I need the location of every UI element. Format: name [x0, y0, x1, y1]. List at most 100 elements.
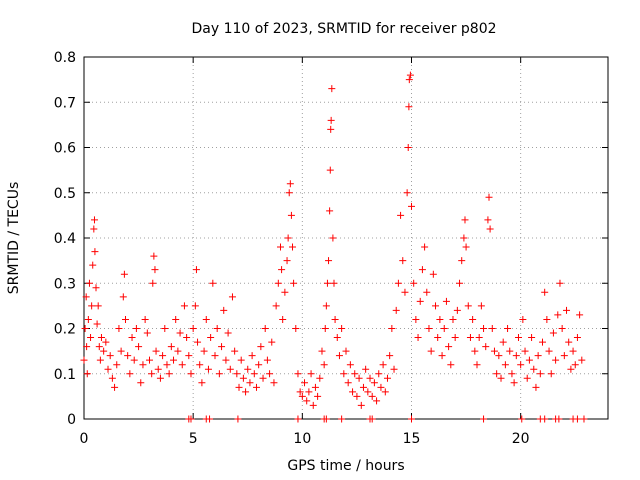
data-point	[342, 347, 350, 355]
data-point	[141, 315, 149, 323]
x-axis-label: GPS time / hours	[287, 458, 404, 474]
data-point	[259, 374, 267, 382]
data-point	[569, 347, 577, 355]
x-tick-label: 20	[512, 431, 530, 447]
data-point	[132, 325, 140, 332]
data-point	[322, 415, 330, 423]
y-tick-label: 0.3	[54, 276, 76, 292]
data-point	[121, 315, 129, 323]
data-point	[438, 352, 446, 360]
data-point	[233, 370, 241, 378]
data-point	[460, 234, 468, 242]
data-point	[541, 288, 549, 296]
data-point	[108, 374, 116, 382]
data-point	[510, 379, 518, 387]
data-point	[471, 347, 479, 355]
data-point	[117, 347, 125, 355]
data-point	[152, 347, 160, 355]
data-point	[178, 361, 186, 369]
data-point	[442, 297, 450, 305]
x-tick-label: 15	[403, 431, 421, 447]
data-point	[301, 379, 309, 387]
data-point	[139, 361, 147, 369]
data-point	[198, 379, 206, 387]
data-point	[150, 252, 158, 260]
data-point	[506, 347, 514, 355]
data-point	[377, 383, 385, 391]
data-point	[453, 306, 461, 314]
data-point	[412, 315, 420, 323]
y-tick-label: 0.7	[54, 95, 76, 111]
data-point	[397, 211, 405, 219]
data-point	[326, 166, 334, 174]
data-point	[379, 361, 387, 369]
data-point	[325, 257, 333, 265]
data-point	[246, 379, 254, 387]
data-point	[231, 347, 239, 355]
data-point	[545, 347, 553, 355]
data-point	[521, 347, 529, 355]
data-point	[207, 334, 215, 342]
data-point	[309, 401, 317, 409]
data-point	[83, 343, 91, 351]
y-tick-label: 0.5	[54, 186, 76, 202]
data-point	[327, 125, 335, 133]
data-point	[220, 306, 228, 314]
data-point	[176, 329, 184, 337]
data-point	[266, 370, 274, 378]
data-point	[191, 302, 199, 310]
data-point	[565, 338, 573, 346]
y-tick-label: 0.1	[54, 367, 76, 383]
data-point	[447, 361, 455, 369]
data-point	[552, 356, 560, 364]
data-point	[92, 284, 100, 292]
data-point	[323, 279, 331, 287]
data-point	[321, 325, 329, 332]
data-point	[94, 302, 102, 310]
data-point	[404, 144, 412, 151]
data-point	[196, 361, 204, 369]
data-point	[130, 356, 138, 364]
data-point	[523, 374, 531, 382]
data-point	[90, 225, 98, 233]
data-point	[477, 302, 485, 310]
data-point	[318, 347, 326, 355]
data-point	[149, 279, 157, 287]
data-point	[534, 352, 542, 360]
data-point	[555, 415, 563, 423]
data-point	[163, 361, 171, 369]
data-point	[340, 370, 348, 378]
y-tick-label: 0.6	[54, 141, 76, 157]
data-point	[159, 352, 167, 360]
data-point	[547, 370, 555, 378]
data-point	[373, 397, 381, 405]
data-point	[335, 352, 343, 360]
data-point	[248, 352, 256, 360]
data-point	[322, 302, 330, 310]
data-point	[480, 325, 488, 332]
y-axis-label: SRMTID / TECUs	[6, 182, 22, 295]
data-point	[528, 334, 536, 342]
data-point	[234, 415, 242, 423]
data-point	[346, 361, 354, 369]
data-point	[464, 302, 472, 310]
data-point	[151, 266, 159, 274]
data-point	[461, 216, 469, 224]
data-point	[143, 329, 151, 337]
data-point	[235, 383, 243, 391]
data-point	[508, 370, 516, 378]
data-point	[421, 243, 429, 251]
data-point	[202, 315, 210, 323]
data-point	[392, 306, 400, 314]
data-point	[287, 211, 295, 219]
data-point	[462, 243, 470, 251]
data-point	[192, 266, 200, 274]
x-tick-label: 10	[293, 431, 311, 447]
data-point	[541, 415, 549, 423]
data-point	[255, 361, 263, 369]
data-point	[475, 334, 483, 342]
data-point	[187, 370, 195, 378]
data-point	[88, 302, 96, 310]
data-point	[146, 356, 153, 364]
